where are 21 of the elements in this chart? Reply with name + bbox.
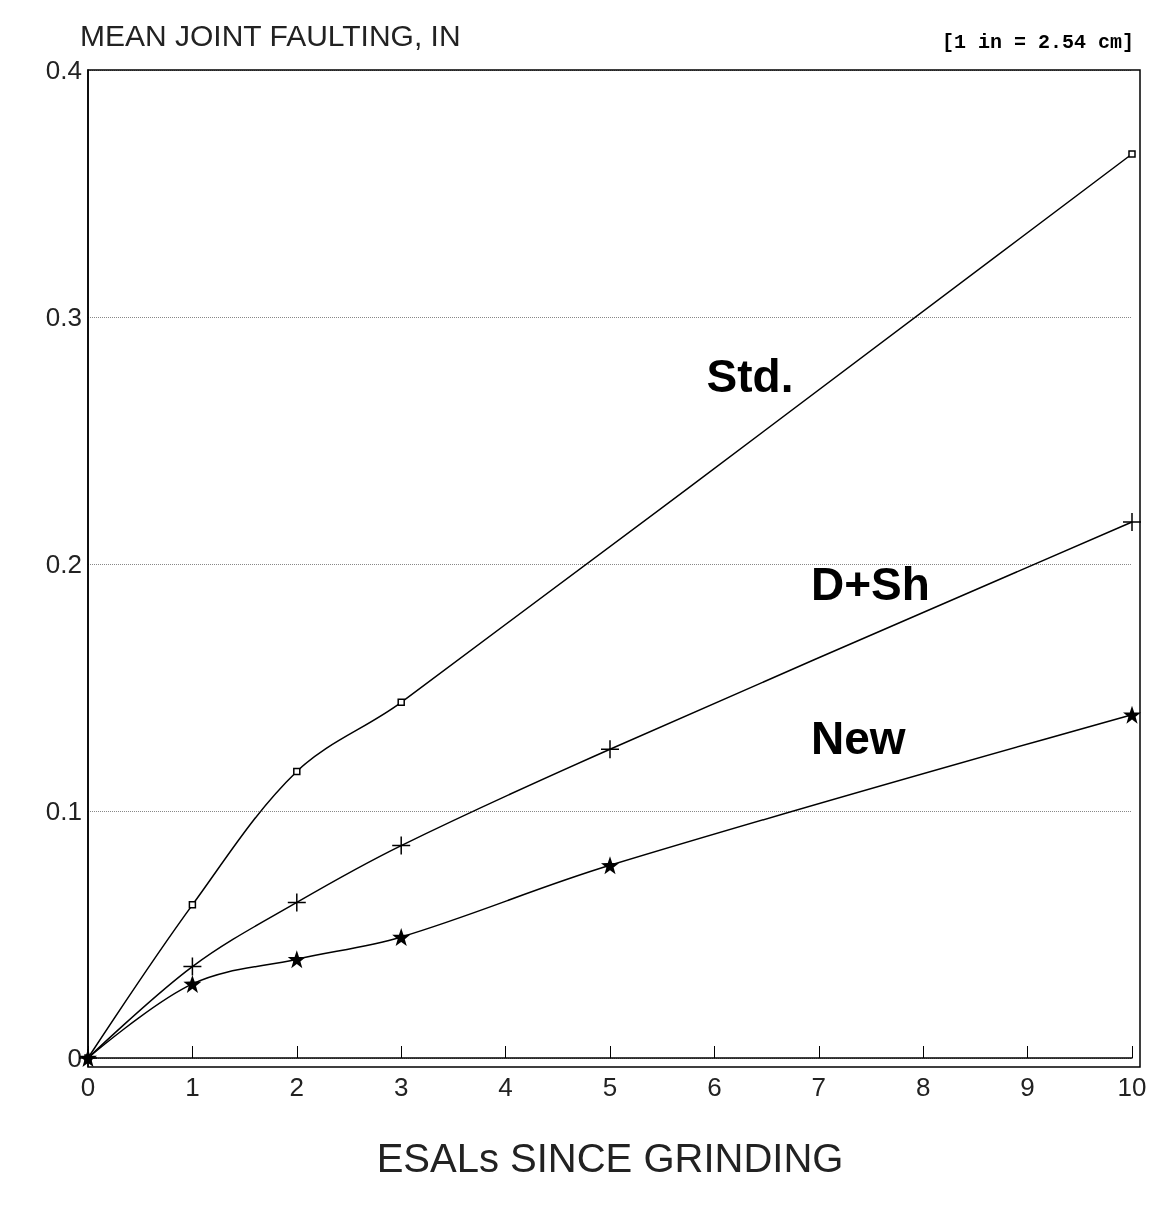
x-tick-label: 9 xyxy=(1020,1072,1035,1102)
text: [1 in = 2.54 cm] xyxy=(941,30,1134,54)
series-label: New xyxy=(811,712,906,765)
y-axis-title: MEAN JOINT FAULTING, IN xyxy=(80,18,461,52)
x-tick-label: 1 xyxy=(185,1072,200,1102)
x-tick-label: 4 xyxy=(498,1072,513,1102)
x-tick-label: 2 xyxy=(289,1072,305,1102)
x-tick-label: 10 xyxy=(1117,1072,1147,1102)
y-tick-label: 0.1 xyxy=(45,796,82,826)
series-label: D+Sh xyxy=(811,557,930,610)
y-tick-label: 0 xyxy=(67,1043,82,1073)
x-tick-label: 7 xyxy=(811,1072,827,1102)
y-tick-label: 0.2 xyxy=(45,549,82,579)
x-tick-label: 8 xyxy=(915,1072,931,1102)
y-tick-label: 0.4 xyxy=(45,55,82,85)
series-label: Std. xyxy=(706,350,794,403)
x-tick-label: 3 xyxy=(393,1072,409,1102)
x-tick-label: 5 xyxy=(602,1072,618,1102)
y-tick-label: 0.3 xyxy=(45,302,82,332)
x-tick-label: 6 xyxy=(707,1072,722,1102)
x-axis-title: ESALs SINCE GRINDING xyxy=(376,1136,844,1180)
